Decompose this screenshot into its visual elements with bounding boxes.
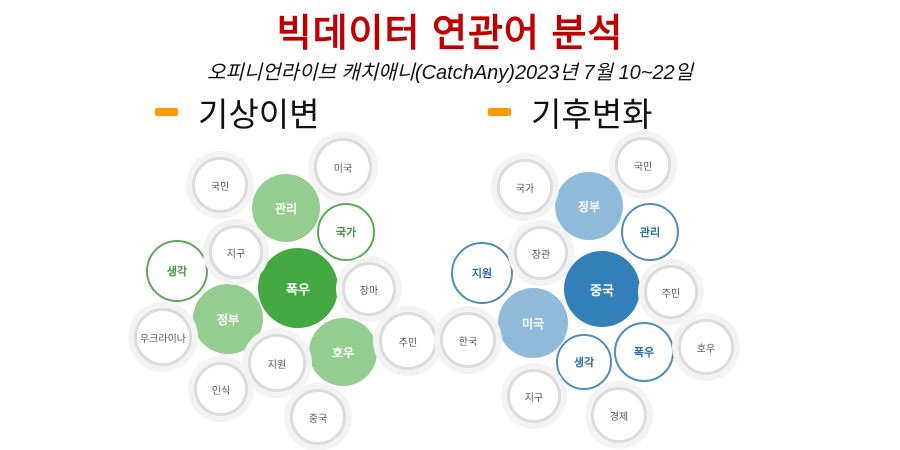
- word-label: 지구: [524, 392, 544, 404]
- word-label: 관리: [639, 227, 661, 239]
- word-label: 생각: [166, 266, 188, 278]
- legend-climate-change: 기후변화: [488, 88, 652, 136]
- word-label: 국민: [633, 161, 653, 173]
- word-label: 폭우: [633, 347, 655, 359]
- legend-weather-anomaly: 기상이변: [155, 88, 319, 136]
- word-label: 지구: [226, 248, 246, 260]
- word-bubble: 국민: [192, 157, 248, 213]
- word-bubble: 우크라이나: [134, 308, 192, 366]
- word-bubble: 관리: [252, 174, 320, 242]
- word-bubble: 중국: [564, 251, 640, 327]
- word-label: 우크라이나: [140, 333, 186, 345]
- word-label: 관리: [274, 201, 298, 216]
- word-label: 국가: [515, 183, 535, 195]
- word-bubble: 주민: [379, 312, 437, 370]
- word-bubble: 호우: [678, 319, 734, 375]
- word-label: 국민: [210, 181, 230, 193]
- legend-label: 기상이변: [198, 96, 320, 133]
- word-bubble: 장마: [342, 262, 396, 316]
- word-bubble: 생각: [556, 334, 612, 390]
- word-label: 장관: [531, 249, 551, 261]
- word-label: 정부: [577, 199, 601, 214]
- word-bubble: 국민: [615, 137, 671, 193]
- word-label: 지원: [471, 268, 493, 280]
- word-label: 미국: [521, 316, 545, 331]
- word-bubble: 국가: [497, 159, 553, 215]
- word-bubble: 폭우: [614, 322, 674, 382]
- word-bubble: 호우: [309, 318, 377, 386]
- word-label: 호우: [331, 345, 355, 360]
- word-label: 경제: [609, 411, 629, 423]
- word-bubble: 정부: [555, 172, 623, 240]
- word-bubble: 미국: [314, 138, 372, 196]
- word-label: 주민: [661, 288, 681, 300]
- word-label: 인식: [211, 385, 231, 397]
- word-bubble: 중국: [290, 389, 346, 445]
- word-label: 주민: [398, 337, 418, 349]
- page-title: 빅데이터 연관어 분석: [276, 13, 624, 55]
- word-label: 정부: [216, 312, 240, 327]
- word-bubble: 정부: [193, 284, 263, 354]
- word-bubble: 한국: [440, 312, 496, 368]
- legend-marker-icon: [155, 108, 178, 116]
- word-bubble: 미국: [498, 288, 568, 358]
- word-label: 중국: [590, 282, 614, 298]
- word-label: 지원: [267, 359, 287, 371]
- word-label: 국가: [335, 227, 357, 239]
- word-bubble: 생각: [146, 240, 208, 302]
- word-label: 중국: [308, 413, 328, 425]
- page-subtitle: 오피니언라이브 캐치애니(CatchAny)2023년 7월 10~22일: [206, 62, 694, 84]
- word-label: 생각: [573, 357, 595, 369]
- word-bubble: 관리: [621, 203, 679, 261]
- word-bubble: 주민: [644, 265, 698, 319]
- word-label: 폭우: [286, 281, 310, 297]
- word-label: 장마: [359, 285, 379, 297]
- word-bubble: 국가: [317, 203, 375, 261]
- word-label: 한국: [458, 336, 478, 348]
- word-bubble: 장관: [514, 226, 568, 280]
- word-bubble: 지구: [507, 369, 561, 423]
- word-label: 미국: [333, 163, 353, 175]
- word-bubble: 지원: [451, 242, 513, 304]
- word-bubble: 인식: [194, 362, 248, 416]
- word-bubble: 지구: [209, 225, 263, 279]
- word-bubble: 폭우: [258, 248, 338, 328]
- legend-label: 기후변화: [531, 96, 653, 133]
- word-bubble: 경제: [591, 387, 647, 443]
- word-label: 호우: [696, 343, 716, 355]
- word-bubble: 지원: [248, 334, 306, 392]
- legend-marker-icon: [488, 108, 511, 116]
